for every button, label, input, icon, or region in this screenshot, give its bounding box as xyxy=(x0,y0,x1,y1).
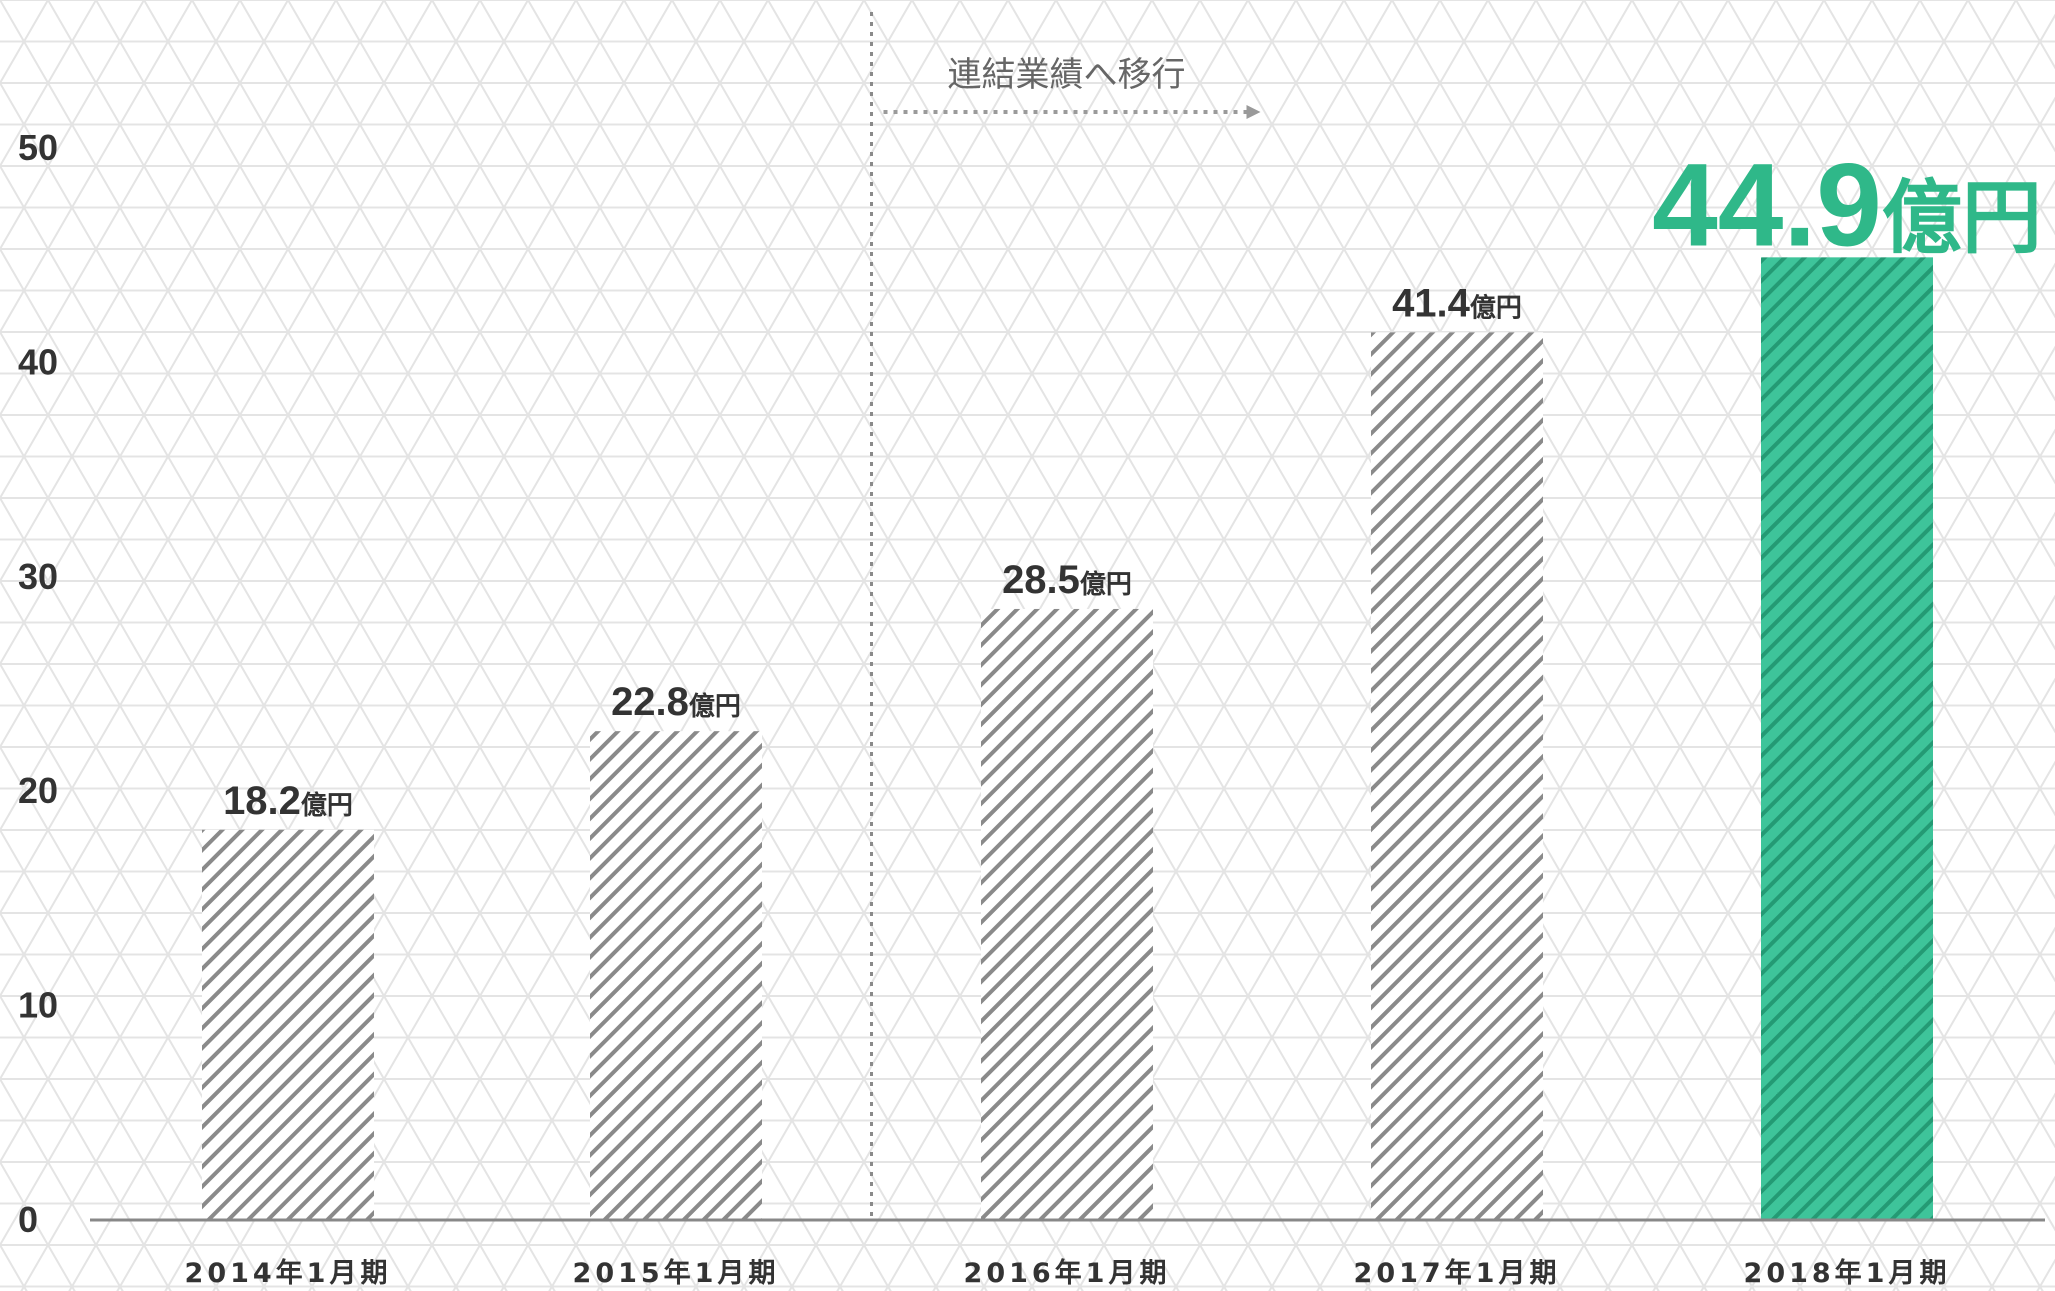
value-label-number: 18.2 xyxy=(223,779,301,823)
x-axis-labels: 2014年1月期 2015年1月期 2016年1月期 2017年1月期 2018年1月期 xyxy=(185,1257,1951,1289)
y-tick-label: 40 xyxy=(18,341,58,382)
value-label-unit: 億円 xyxy=(1882,171,2042,264)
value-label-unit: 億円 xyxy=(1470,293,1522,323)
value-label-number: 28.5 xyxy=(1002,558,1080,602)
value-label-unit: 億円 xyxy=(1080,570,1132,600)
value-label-number: 22.8 xyxy=(611,680,689,724)
x-tick-label: 2016年1月期 xyxy=(964,1257,1171,1289)
value-label-number: 41.4 xyxy=(1392,281,1471,325)
bar-1 xyxy=(202,829,374,1220)
value-label: 22.8億円 xyxy=(611,680,741,724)
consolidation-annotation: 連結業績へ移行 xyxy=(883,55,1261,119)
value-label-unit: 億円 xyxy=(689,692,741,722)
y-tick-label: 20 xyxy=(18,770,58,811)
value-label: 28.5億円 xyxy=(1002,558,1132,602)
bar-2 xyxy=(590,731,762,1220)
x-tick-label: 2017年1月期 xyxy=(1354,1257,1561,1289)
value-label: 44.9億円 xyxy=(1652,139,2042,271)
value-label-number: 44.9 xyxy=(1652,139,1882,271)
y-tick-label: 0 xyxy=(18,1199,38,1240)
y-tick-label: 30 xyxy=(18,556,58,597)
x-tick-label: 2018年1月期 xyxy=(1744,1257,1951,1289)
value-label-unit: 億円 xyxy=(301,791,353,821)
x-tick-label: 2014年1月期 xyxy=(185,1257,392,1289)
value-label: 18.2億円 xyxy=(223,779,353,823)
y-tick-label: 10 xyxy=(18,985,58,1026)
y-tick-label: 50 xyxy=(18,127,58,168)
y-axis-ticks: 0 10 20 30 40 50 xyxy=(18,127,58,1240)
bar-4 xyxy=(1371,332,1543,1220)
bar-3 xyxy=(981,608,1153,1220)
bars xyxy=(202,257,1933,1220)
annotation-label: 連結業績へ移行 xyxy=(948,55,1186,95)
value-label: 41.4億円 xyxy=(1392,281,1522,325)
bar-5 xyxy=(1761,257,1933,1220)
x-tick-label: 2015年1月期 xyxy=(573,1257,780,1289)
